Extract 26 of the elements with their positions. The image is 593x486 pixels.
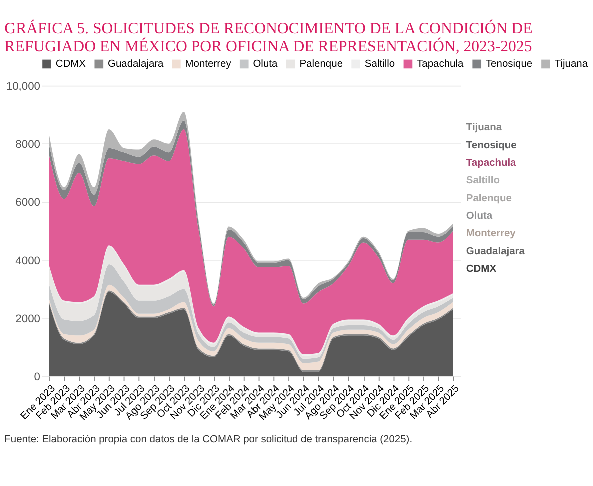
chart-title: GRÁFICA 5. SOLICITUDES DE RECONOCIMIENTO DE LA CONDICIÓN DE REFUGIADO EN MÉXICO POR OFICINA DE REPRESENTACIÓN, 2023-2025 [4,20,533,56]
legend-label: Oluta [253,59,278,70]
text: Monterrey [466,228,516,240]
text: Tapachula [466,158,516,169]
text: Palenque [466,193,512,204]
legend-label: Saltillo [364,59,396,70]
legend-label: Tapachula [417,59,464,70]
y-tick-label: 6000 [16,197,40,210]
y-tick-label: 4000 [16,255,40,268]
legend-label: Guadalajara [108,59,164,70]
legend-label: Tijuana [554,59,588,70]
text: Tijuana [466,122,502,134]
y-tick-label: 8000 [16,139,40,152]
text: Saltillo [466,176,500,187]
text: Oluta [466,211,493,222]
y-tick-label: 0 [34,372,40,384]
text: Guadalajara [466,246,525,258]
legend-label: CDMX [56,59,86,70]
source-note: Fuente: Elaboración propia con datos de la COMAR por solicitud de transparencia (2025). [4,434,413,446]
y-tick-label: 2000 [16,313,40,326]
text: Tenosique [466,140,517,152]
legend-label: Palenque [300,59,344,70]
text: CDMX [466,264,497,276]
y-tick-label: 10,000 [6,81,40,94]
legend-label: Tenosique [486,59,533,70]
legend-label: Monterrey [185,59,232,70]
